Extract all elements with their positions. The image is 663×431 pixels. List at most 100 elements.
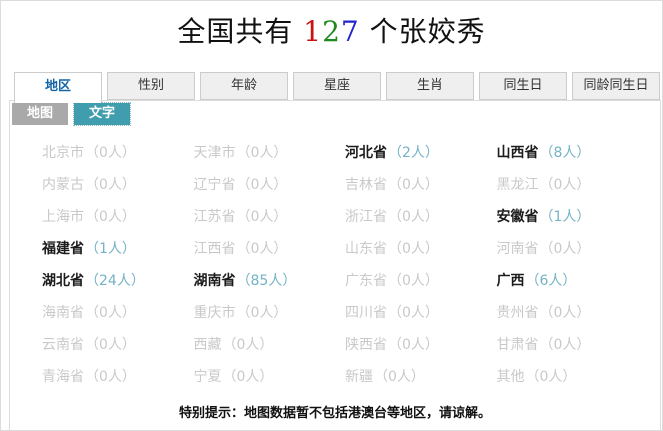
province-count: （0人） bbox=[85, 369, 136, 385]
title-count-digit: 7 bbox=[340, 15, 360, 48]
province-item: 新疆（0人） bbox=[345, 361, 497, 393]
province-name: 天津市 bbox=[193, 145, 236, 161]
tab-age[interactable]: 年龄 bbox=[200, 72, 288, 100]
title-prefix: 全国共有 bbox=[177, 15, 304, 48]
province-name: 湖南省 bbox=[193, 273, 236, 289]
province-count: （0人） bbox=[222, 337, 274, 353]
province-name: 湖北省 bbox=[42, 273, 84, 289]
title-count: 127 bbox=[303, 15, 359, 48]
province-name: 甘肃省 bbox=[496, 337, 539, 353]
province-count: （0人） bbox=[539, 337, 591, 353]
province-name: 辽宁省 bbox=[193, 177, 236, 193]
province-item: 黑龙江（0人） bbox=[497, 169, 649, 201]
province-name: 宁夏 bbox=[193, 369, 222, 385]
province-name: 西藏 bbox=[193, 337, 222, 353]
province-name: 吉林省 bbox=[345, 177, 387, 193]
tab-region[interactable]: 地区 bbox=[14, 72, 102, 103]
page-title: 全国共有 127 个张姣秀 bbox=[1, 1, 662, 49]
province-count: （24人） bbox=[85, 273, 145, 289]
province-name: 广西 bbox=[496, 273, 525, 289]
province-item: 吉林省（0人） bbox=[345, 169, 497, 201]
tab-same-age-birthday[interactable]: 同龄同生日 bbox=[572, 72, 660, 100]
province-item[interactable]: 广西（6人） bbox=[497, 265, 649, 297]
province-item: 其他（0人） bbox=[497, 361, 649, 393]
province-count: （0人） bbox=[539, 305, 591, 321]
province-item: 北京市（0人） bbox=[42, 137, 194, 169]
tab-zodiac[interactable]: 生肖 bbox=[386, 72, 474, 100]
province-name: 江苏省 bbox=[193, 209, 236, 225]
province-count: （0人） bbox=[388, 241, 439, 257]
province-count: （0人） bbox=[388, 305, 439, 321]
province-item[interactable]: 湖南省（85人） bbox=[194, 265, 346, 297]
province-name: 其他 bbox=[496, 369, 525, 385]
province-item: 海南省（0人） bbox=[42, 297, 194, 329]
province-name: 河北省 bbox=[345, 145, 387, 161]
tab-gender[interactable]: 性别 bbox=[107, 72, 195, 100]
province-count: （0人） bbox=[539, 241, 591, 257]
province-count: （0人） bbox=[222, 369, 274, 385]
province-name: 浙江省 bbox=[345, 209, 387, 225]
province-name: 山东省 bbox=[345, 241, 387, 257]
province-name: 陕西省 bbox=[345, 337, 387, 353]
province-name: 上海市 bbox=[42, 209, 84, 225]
tab-same-birthday[interactable]: 同生日 bbox=[479, 72, 567, 100]
province-count: （0人） bbox=[236, 145, 288, 161]
province-name: 安徽省 bbox=[496, 209, 539, 225]
province-item: 天津市（0人） bbox=[194, 137, 346, 169]
province-count: （0人） bbox=[374, 369, 425, 385]
province-count: （1人） bbox=[85, 241, 136, 257]
province-count: （0人） bbox=[236, 241, 288, 257]
province-item: 江西省（0人） bbox=[194, 233, 346, 265]
province-name: 河南省 bbox=[496, 241, 539, 257]
province-count: （8人） bbox=[539, 145, 591, 161]
province-item: 云南省（0人） bbox=[42, 329, 194, 361]
province-count: （0人） bbox=[388, 337, 439, 353]
province-item: 江苏省（0人） bbox=[194, 201, 346, 233]
province-item: 内蒙古（0人） bbox=[42, 169, 194, 201]
province-item: 广东省（0人） bbox=[345, 265, 497, 297]
province-count: （0人） bbox=[236, 209, 288, 225]
province-name: 广东省 bbox=[345, 273, 387, 289]
province-name: 四川省 bbox=[345, 305, 387, 321]
province-count: （6人） bbox=[525, 273, 577, 289]
tab-bar: 地区 性别 年龄 星座 生肖 同生日 同龄同生日 bbox=[14, 72, 660, 103]
province-count: （1人） bbox=[539, 209, 591, 225]
province-item: 甘肃省（0人） bbox=[497, 329, 649, 361]
province-item: 河南省（0人） bbox=[497, 233, 649, 265]
view-switcher: 地图 文字 bbox=[12, 102, 131, 126]
province-count: （0人） bbox=[85, 177, 136, 193]
title-count-digit: 2 bbox=[322, 15, 341, 48]
content-panel: 地图 文字 北京市（0人） 天津市（0人） 河北省（2人） 山西省（8人） 内蒙古（0人）… bbox=[9, 100, 661, 430]
province-item[interactable]: 河北省（2人） bbox=[345, 137, 497, 169]
province-name: 山西省 bbox=[496, 145, 539, 161]
province-item: 西藏（0人） bbox=[194, 329, 346, 361]
province-item[interactable]: 湖北省（24人） bbox=[42, 265, 194, 297]
province-name: 福建省 bbox=[42, 241, 84, 257]
title-suffix: 个张姣秀 bbox=[359, 15, 486, 48]
province-item[interactable]: 安徽省（1人） bbox=[497, 201, 649, 233]
province-count: （85人） bbox=[236, 273, 297, 289]
province-count: （0人） bbox=[85, 145, 136, 161]
province-item: 上海市（0人） bbox=[42, 201, 194, 233]
province-count: （0人） bbox=[388, 209, 439, 225]
province-count: （0人） bbox=[525, 369, 577, 385]
province-item[interactable]: 福建省（1人） bbox=[42, 233, 194, 265]
province-item: 青海省（0人） bbox=[42, 361, 194, 393]
province-count: （0人） bbox=[388, 273, 439, 289]
province-count: （0人） bbox=[236, 177, 288, 193]
title-count-digit: 1 bbox=[303, 15, 323, 48]
province-count: （0人） bbox=[85, 337, 136, 353]
province-count: （0人） bbox=[236, 305, 288, 321]
view-button-text[interactable]: 文字 bbox=[73, 102, 131, 126]
province-name: 新疆 bbox=[345, 369, 373, 385]
province-count: （0人） bbox=[388, 177, 439, 193]
view-button-map[interactable]: 地图 bbox=[12, 103, 68, 125]
province-name: 江西省 bbox=[193, 241, 236, 257]
province-item: 宁夏（0人） bbox=[194, 361, 346, 393]
province-item[interactable]: 山西省（8人） bbox=[497, 137, 649, 169]
province-grid: 北京市（0人） 天津市（0人） 河北省（2人） 山西省（8人） 内蒙古（0人） 辽宁省（0… bbox=[42, 137, 648, 393]
province-item: 贵州省（0人） bbox=[497, 297, 649, 329]
province-count: （0人） bbox=[85, 305, 136, 321]
province-name: 黑龙江 bbox=[496, 177, 539, 193]
tab-constellation[interactable]: 星座 bbox=[293, 72, 381, 100]
